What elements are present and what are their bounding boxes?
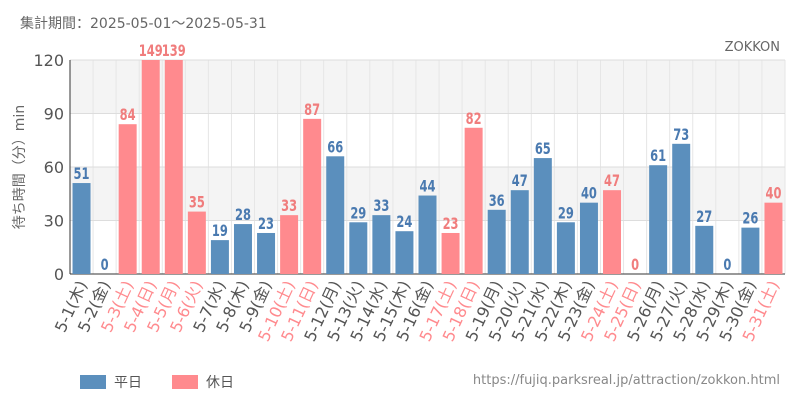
bar-value-label: 51 [74,165,90,183]
chart-legend: 平日 休日 [80,372,234,392]
bar-value-label: 33 [373,197,389,215]
bar [487,209,506,274]
bar-value-label: 61 [650,148,666,166]
bar-value-label: 47 [604,172,620,190]
bar [280,215,299,274]
bar-value-label: 47 [512,172,528,190]
legend-label-holiday: 休日 [206,375,234,391]
bar-value-label: 23 [443,215,459,233]
bar [695,225,714,274]
y-tick-label: 0 [54,265,64,284]
y-tick-label: 60 [44,158,64,177]
bar [556,222,575,274]
bar-value-label: 29 [350,205,366,223]
bar [118,124,137,274]
bar-value-label: 19 [212,222,228,240]
bar [303,118,322,274]
bar [441,232,460,274]
bar-value-label: 33 [281,197,297,215]
bar-value-label: 28 [235,206,251,224]
bar [233,224,252,274]
bar [649,165,668,274]
bar [326,156,345,274]
bar-value-label: 23 [258,215,274,233]
bar [764,202,783,274]
bar-value-label: 24 [396,214,412,232]
y-tick-label: 120 [33,51,64,70]
y-axis-label: 待ち時間（分）min [12,105,28,229]
bar [187,211,206,274]
bar [210,240,229,274]
bar [418,195,437,274]
bar-value-label: 44 [420,178,436,196]
bar-value-label: 36 [489,192,505,210]
bar [741,227,760,274]
bar-value-label: 0 [723,256,731,274]
grid-band [70,113,785,167]
bar-value-label: 82 [466,110,482,128]
source-url[interactable]: https://fujiq.parksreal.jp/attraction/zo… [472,373,780,388]
bar-value-label: 66 [327,139,343,157]
legend-item-weekday[interactable]: 平日 [80,372,142,392]
bar [257,232,276,274]
bar-value-label: 27 [696,208,712,226]
bar [464,127,483,275]
bar [533,158,552,274]
bar [672,143,691,274]
bar [141,60,160,274]
legend-swatch-holiday [172,375,198,389]
bar-value-label: 40 [765,185,781,203]
bar-value-label: 139 [162,42,186,60]
bar [372,215,391,274]
bar-value-label: 73 [673,126,689,144]
bar-value-label: 35 [189,194,205,212]
bar-value-label: 149 [139,42,163,60]
bar [510,190,529,274]
bar-value-label: 29 [558,205,574,223]
bar [349,222,368,274]
bar [579,202,598,274]
y-tick-label: 30 [44,212,64,231]
bar-value-label: 0 [631,256,639,274]
legend-label-weekday: 平日 [114,375,142,391]
bar-value-label: 87 [304,101,320,119]
bar [164,60,183,274]
bar-value-label: 40 [581,185,597,203]
legend-item-holiday[interactable]: 休日 [172,372,234,392]
grid-band [70,60,785,114]
attraction-name: ZOKKON [724,40,780,55]
bar-value-label: 0 [101,256,109,274]
period-label: 集計期間：2025-05-01～2025-05-31 [20,16,267,32]
legend-swatch-weekday [80,375,106,389]
bar-value-label: 84 [120,107,136,125]
bar [603,190,622,274]
bar [72,183,91,274]
y-tick-label: 90 [44,105,64,124]
bar-value-label: 65 [535,140,551,158]
bar-value-label: 26 [742,210,758,228]
bar [395,231,414,274]
